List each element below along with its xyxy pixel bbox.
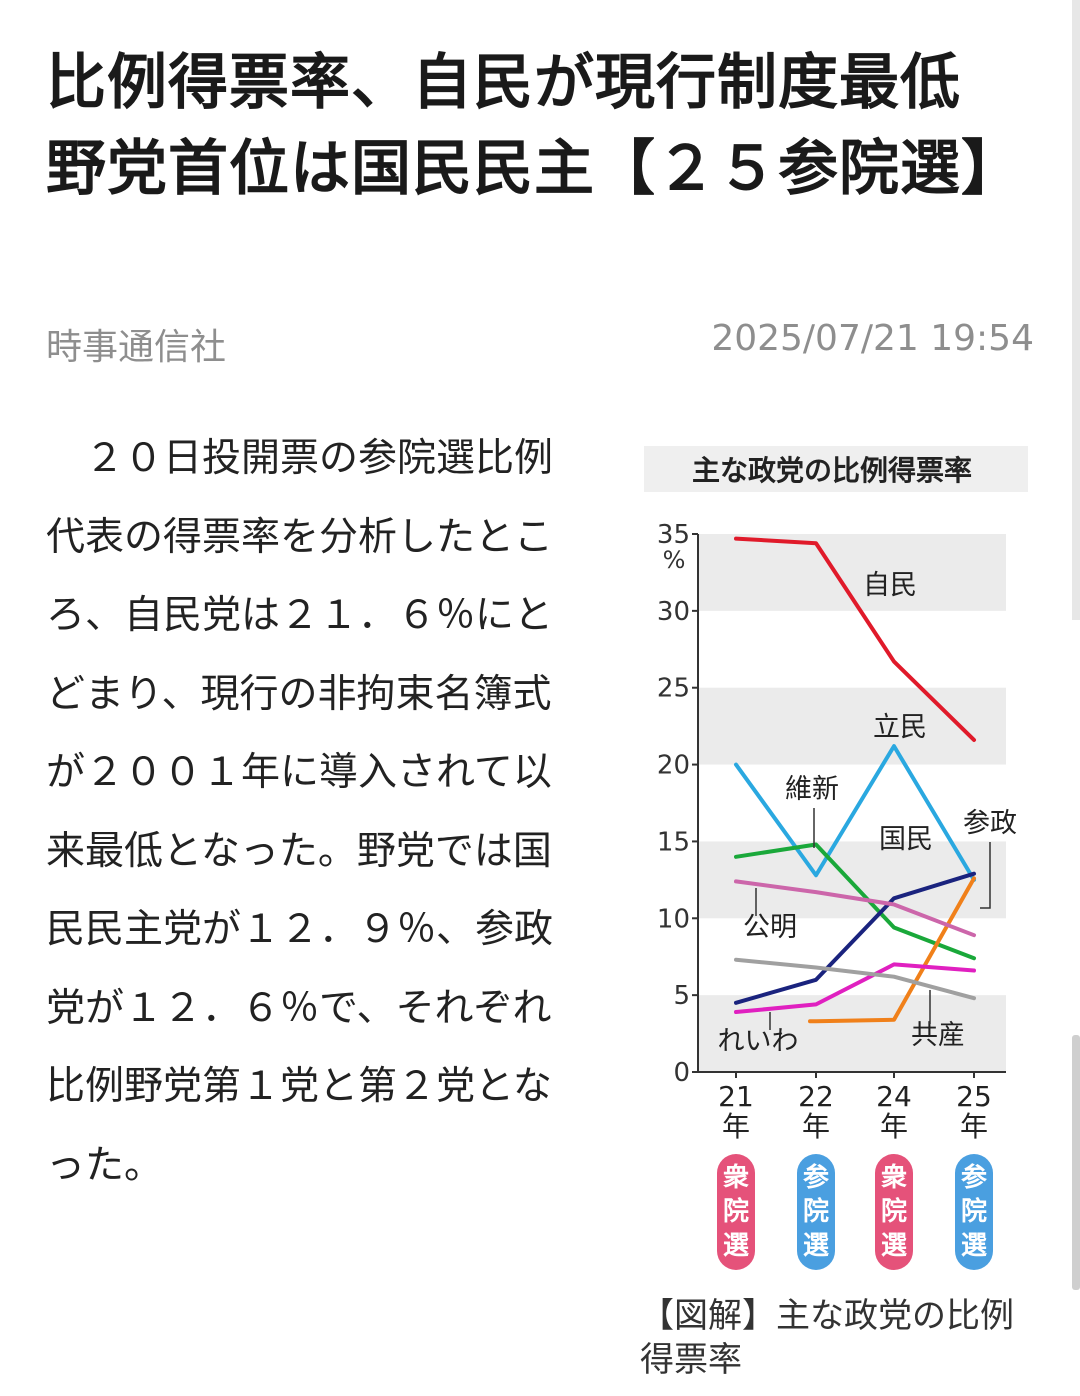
grid-band bbox=[698, 687, 1006, 765]
election-type-label: 衆 bbox=[881, 1163, 907, 1193]
article-headline: 比例得票率、自民が現行制度最低 野党首位は国民民主【２５参院選】 bbox=[46, 48, 1022, 204]
x-tick-label: 年 bbox=[722, 1110, 750, 1143]
news-source[interactable]: 時事通信社 bbox=[46, 327, 227, 368]
series-line bbox=[734, 957, 976, 1001]
chart-title: 主な政党の比例得票率 bbox=[692, 454, 972, 487]
party-vote-share-chart: 主な政党の比例得票率05101520253035%21年22年24年25年衆院選… bbox=[644, 446, 1028, 1270]
series-line bbox=[734, 842, 976, 961]
y-tick-label: 0 bbox=[673, 1058, 690, 1088]
series-label: 参政 bbox=[963, 808, 1017, 839]
election-type-label: 院 bbox=[803, 1196, 829, 1227]
series-label: 国民 bbox=[879, 824, 933, 855]
election-type-badge bbox=[875, 1154, 913, 1270]
y-tick-label: 20 bbox=[657, 751, 690, 781]
scrollbar-thumb[interactable] bbox=[1072, 1035, 1080, 1290]
election-type-label: 衆 bbox=[723, 1163, 749, 1193]
x-tick-label: 年 bbox=[880, 1110, 908, 1143]
series-line bbox=[734, 744, 976, 882]
chart-figure[interactable]: 主な政党の比例得票率 0 5 10 15 20 25 30 35% 21 年 22 年 24 年 25 年衆院選… bbox=[638, 430, 1030, 1280]
election-type-badge bbox=[717, 1154, 755, 1270]
x-tick-label: 24 bbox=[876, 1080, 912, 1113]
y-tick-label: 10 bbox=[657, 904, 690, 934]
election-type-badge bbox=[797, 1154, 835, 1270]
grid-band bbox=[698, 995, 1006, 1072]
x-tick-label: 25 bbox=[956, 1080, 992, 1113]
x-tick-label: 22 bbox=[798, 1080, 834, 1113]
y-tick-label: 30 bbox=[657, 597, 690, 627]
article-body: ２０日投開票の参院選比例代表の得票率を分析したところ、自民党は２１．６％にとどま… bbox=[46, 436, 554, 1188]
y-tick-label: 25 bbox=[657, 674, 690, 704]
series-line bbox=[734, 879, 976, 938]
series-label: 立民 bbox=[873, 712, 927, 743]
election-type-label: 院 bbox=[881, 1196, 907, 1227]
publish-timestamp: 2025/07/21 19:54 bbox=[711, 318, 1034, 359]
series-line bbox=[734, 536, 976, 742]
election-type-label: 選 bbox=[961, 1231, 987, 1261]
series-label: 維新 bbox=[785, 774, 839, 805]
series-line bbox=[808, 876, 976, 1024]
election-type-badge bbox=[955, 1154, 993, 1270]
election-type-label: 選 bbox=[803, 1231, 829, 1261]
y-tick-label: 35 bbox=[657, 520, 690, 550]
election-type-label: 選 bbox=[881, 1231, 907, 1261]
article-meta: 時事通信社 2025/07/21 19:54 bbox=[46, 318, 1034, 368]
election-type-label: 院 bbox=[961, 1196, 987, 1227]
election-type-label: 選 bbox=[723, 1231, 749, 1261]
figure-caption: 【図解】主な政党の比例得票率 bbox=[640, 1296, 1014, 1380]
x-tick-label: 21 bbox=[718, 1080, 754, 1113]
series-line bbox=[734, 962, 976, 1015]
y-tick-label: 5 bbox=[673, 981, 690, 1011]
y-tick-label: 15 bbox=[657, 827, 690, 857]
x-tick-label: 年 bbox=[802, 1110, 830, 1143]
series-label: 共産 bbox=[911, 1020, 965, 1051]
label-leader-line bbox=[980, 842, 991, 909]
series-label: 自民 bbox=[863, 570, 917, 601]
x-tick-label: 年 bbox=[960, 1110, 988, 1143]
series-label: 公明 bbox=[743, 912, 797, 943]
election-type-label: 参 bbox=[803, 1162, 829, 1193]
series-label: れいわ bbox=[718, 1026, 799, 1057]
y-unit-label: % bbox=[663, 546, 686, 574]
scrollbar-track[interactable] bbox=[1072, 0, 1080, 620]
chart-title-banner bbox=[644, 446, 1028, 492]
election-type-label: 院 bbox=[723, 1196, 749, 1227]
series-line bbox=[734, 871, 976, 1005]
election-type-label: 参 bbox=[961, 1162, 987, 1193]
